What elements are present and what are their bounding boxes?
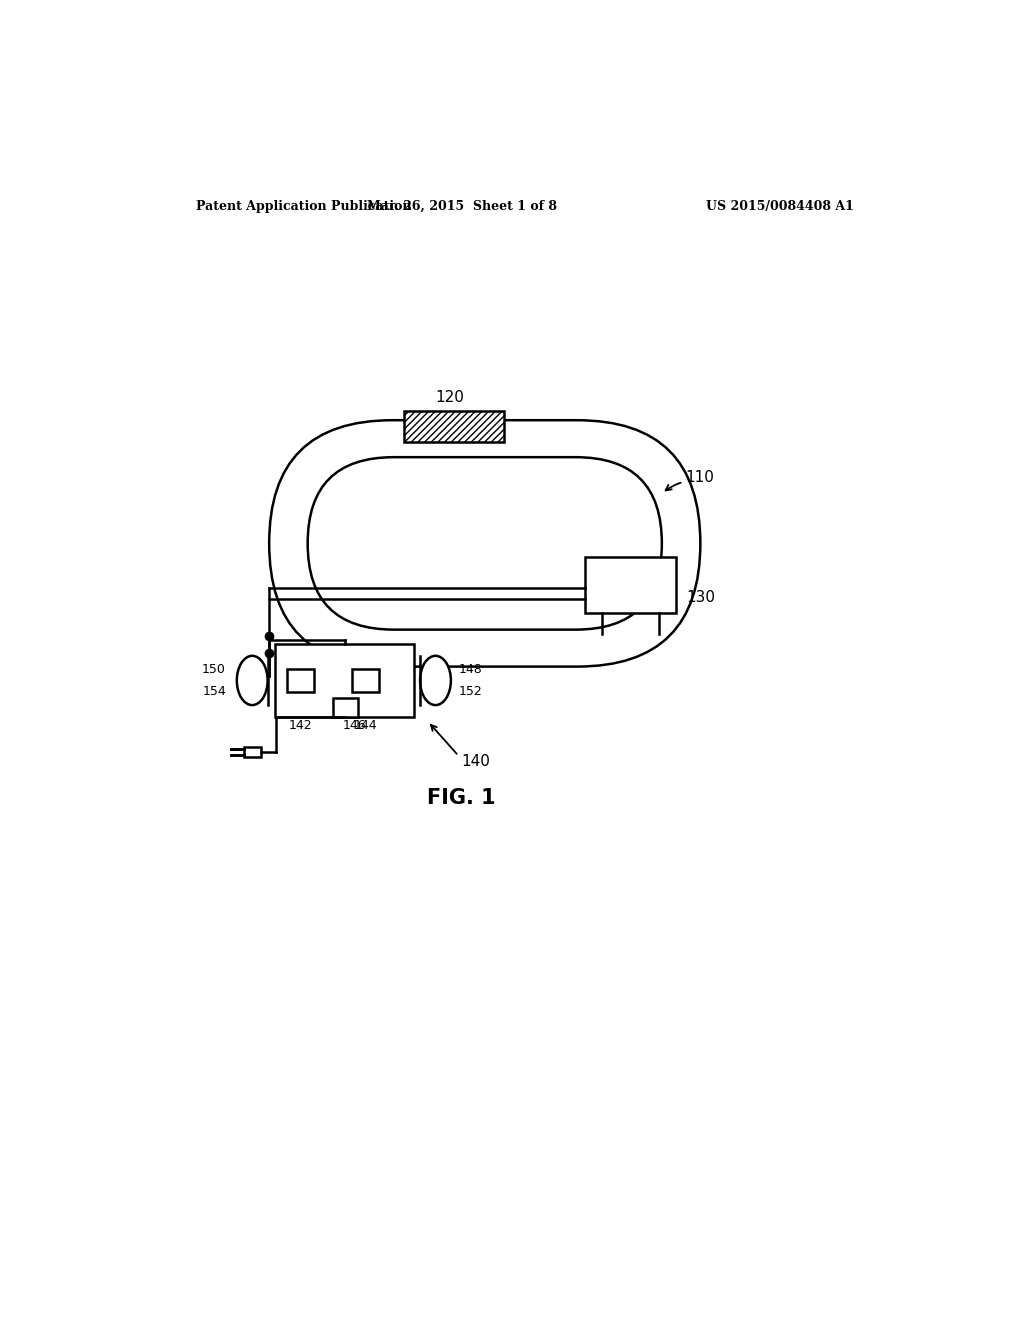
Bar — [287, 669, 313, 692]
Bar — [333, 698, 357, 718]
Text: 130: 130 — [686, 590, 716, 605]
Text: 142: 142 — [289, 718, 312, 731]
Text: 110: 110 — [685, 470, 714, 486]
Text: 150: 150 — [202, 663, 226, 676]
Text: FIG. 1: FIG. 1 — [427, 788, 496, 808]
Text: 154: 154 — [203, 685, 226, 698]
Text: Mar. 26, 2015  Sheet 1 of 8: Mar. 26, 2015 Sheet 1 of 8 — [367, 199, 557, 213]
Ellipse shape — [237, 656, 267, 705]
Bar — [403, 411, 504, 442]
Text: 140: 140 — [462, 754, 490, 768]
Text: US 2015/0084408 A1: US 2015/0084408 A1 — [707, 199, 854, 213]
Text: 146: 146 — [343, 718, 367, 731]
Bar — [275, 644, 414, 718]
Ellipse shape — [420, 656, 451, 705]
Text: 152: 152 — [459, 685, 482, 698]
Text: 144: 144 — [354, 718, 378, 731]
Text: Patent Application Publication: Patent Application Publication — [196, 199, 412, 213]
Bar — [585, 557, 676, 612]
Bar — [352, 669, 379, 692]
Bar — [244, 747, 261, 758]
Text: 120: 120 — [435, 389, 465, 405]
Text: 148: 148 — [459, 663, 482, 676]
